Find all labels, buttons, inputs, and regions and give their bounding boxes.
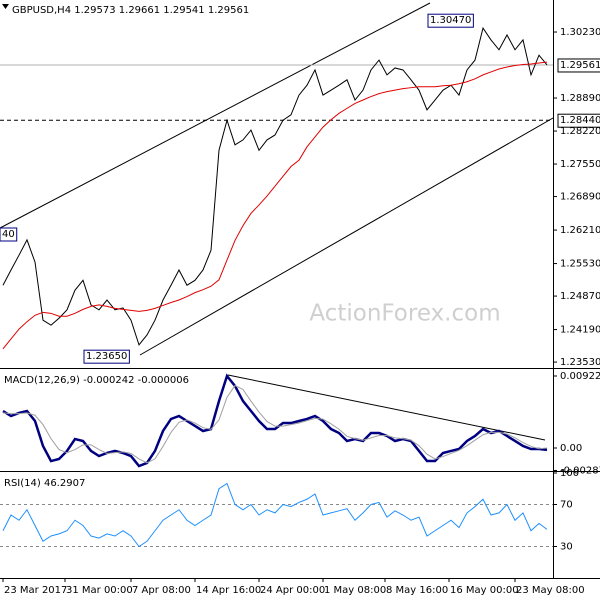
label-box <box>557 58 600 73</box>
y-tick-label: 100 <box>560 468 579 479</box>
y-tick-label: 1.27550 <box>560 159 600 170</box>
series-line <box>2 482 548 548</box>
last-price-label: 1.29561 <box>560 60 600 71</box>
panel-title: GBPUSD,H4 1.29573 1.29661 1.29541 1.2956… <box>12 5 249 16</box>
y-tick-label: 1.28890 <box>560 93 600 104</box>
channel-lower <box>139 117 554 356</box>
y-tick-label: 1.25530 <box>560 259 600 270</box>
y-tick-label: 1.24190 <box>560 325 600 336</box>
price-annotation: 1.23650 <box>86 351 127 362</box>
panel-title: RSI(14) 46.2907 <box>4 478 85 489</box>
x-tick-label: 24 Apr 00:00 <box>260 585 325 596</box>
label-box <box>0 227 18 242</box>
x-tick-label: 23 Mar 2017 <box>4 585 67 596</box>
macd-trendline <box>227 374 546 441</box>
title-icon <box>2 4 9 9</box>
y-tick-label: 1.23530 <box>560 357 600 368</box>
series-line <box>2 373 548 468</box>
x-tick-label: 14 Apr 16:00 <box>196 585 261 596</box>
x-tick-label: 23 May 08:00 <box>516 585 585 596</box>
y-tick-label: 1.28220 <box>560 126 600 137</box>
y-tick-label: 30 <box>560 542 573 553</box>
y-tick-label: 1.26210 <box>560 225 600 236</box>
label-box <box>427 13 474 28</box>
level-label: 1.28440 <box>560 115 600 126</box>
x-tick-label: 7 Apr 08:00 <box>132 585 191 596</box>
series-line <box>2 61 548 350</box>
y-tick-label: 1.26890 <box>560 192 600 203</box>
y-tick-label: 1.30230 <box>560 27 600 38</box>
panel-title: MACD(12,26,9) -0.000242 -0.000006 <box>4 375 189 386</box>
x-tick-label: 1 May 08:00 <box>324 585 386 596</box>
label-box <box>83 349 130 364</box>
series-line <box>2 26 548 346</box>
y-tick-label: -0.002879 <box>560 465 600 476</box>
y-tick-label: 0.009227 <box>560 371 600 382</box>
price-annotation: 40 <box>2 229 15 240</box>
x-tick-label: 31 Mar 00:00 <box>66 585 133 596</box>
series-line <box>2 384 548 464</box>
y-tick-label: 1.24870 <box>560 291 600 302</box>
channel-upper <box>0 2 431 229</box>
y-tick-label: 0.00 <box>560 443 582 454</box>
price-annotation: 1.30470 <box>430 15 471 26</box>
x-tick-label: 8 May 16:00 <box>386 585 448 596</box>
y-tick-label: 70 <box>560 500 573 511</box>
x-tick-label: 16 May 00:00 <box>450 585 519 596</box>
label-box <box>557 113 600 128</box>
watermark: ActionForex.com <box>309 301 500 327</box>
